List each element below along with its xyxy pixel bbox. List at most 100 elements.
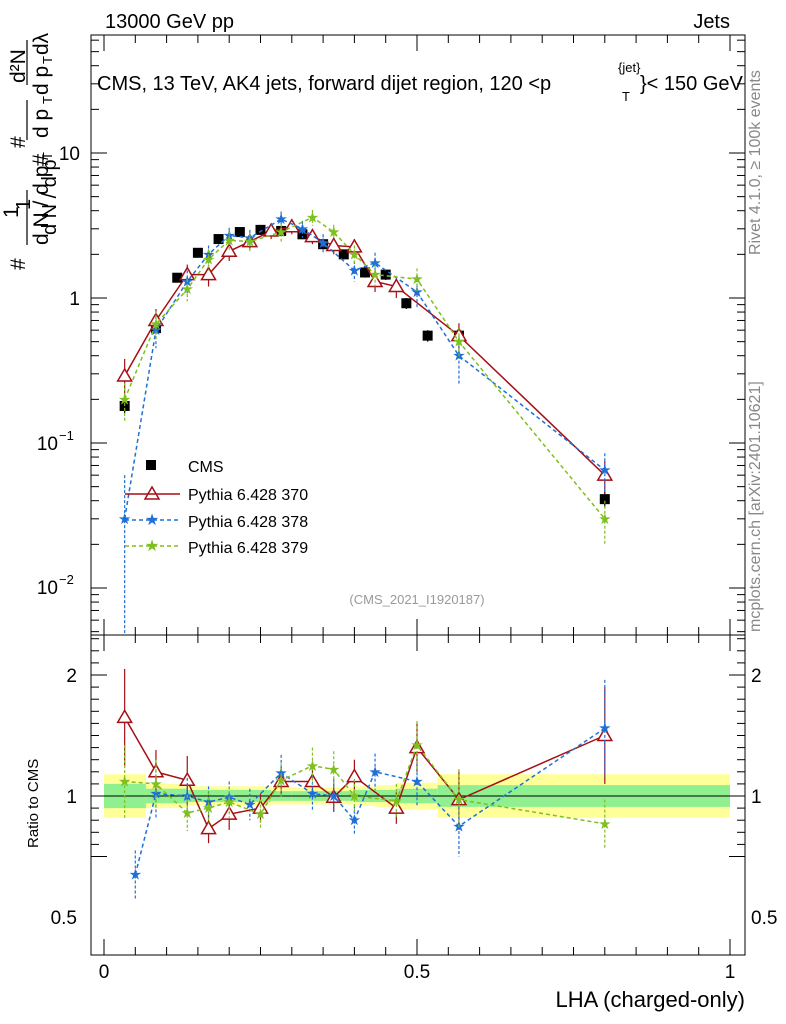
data-point: ★ (598, 511, 611, 528)
ratio-point (200, 820, 217, 835)
data-point (318, 239, 329, 250)
plot-title-sup: {jet} (618, 60, 641, 75)
svg-text:1: 1 (0, 206, 23, 218)
ratio-point: ★ (390, 793, 403, 810)
main-y-tick-exponent: −1 (59, 428, 74, 443)
data-point: ★ (327, 224, 340, 241)
svg-text:#: # (7, 136, 30, 148)
ratio-y-tick-label: 1 (66, 787, 77, 808)
plot-title-tail: }< 150 GeV (640, 73, 744, 95)
ratio-point: ★ (202, 800, 215, 817)
ratio-point: ★ (118, 773, 131, 790)
main-y-tick-label: 10 (37, 578, 58, 599)
ratio-y-tick-label-right: 0.5 (751, 908, 777, 929)
data-point (325, 237, 343, 252)
data-point (422, 330, 433, 341)
ratio-point: ★ (306, 758, 319, 775)
ratio-y-axis-label: Ratio to CMS (25, 759, 42, 848)
data-point: ★ (296, 221, 309, 238)
data-point (599, 494, 610, 505)
ratio-line (124, 716, 606, 830)
ratio-point: ★ (348, 788, 361, 805)
data-point: ★ (410, 284, 423, 301)
data-point: ★ (348, 262, 361, 279)
legend-marker-370 (143, 485, 161, 500)
data-point: ★ (149, 316, 162, 333)
analysis-watermark: (CMS_2021_I1920187) (349, 592, 484, 607)
x-axis-label: LHA (charged-only) (555, 987, 745, 1012)
ratio-point: ★ (598, 720, 611, 737)
main-y-axis-label-full: # 1 d N / d p T # d p T d²N d p T dλ (0, 32, 55, 270)
x-tick-label: 1 (725, 962, 736, 983)
svg-text:#: # (28, 153, 53, 166)
main-y-tick-label: 1 (69, 289, 80, 310)
x-tick-labels: 0 0.5 1 (99, 962, 736, 983)
series-line (123, 216, 606, 520)
data-point (213, 234, 224, 245)
uncertainty-band-group (91, 774, 745, 818)
ratio-point: ★ (181, 805, 194, 822)
svg-text:T: T (40, 56, 55, 64)
svg-text:T: T (40, 152, 55, 160)
legend-label-cms: CMS (188, 459, 224, 476)
ratio-point: ★ (149, 776, 162, 793)
svg-text:#: # (7, 258, 30, 270)
data-point: ★ (181, 281, 194, 298)
ratio-point: ★ (254, 806, 267, 823)
ratio-point (116, 708, 133, 724)
data-point (220, 242, 238, 258)
header-collision-label: 13000 GeV pp (105, 11, 234, 33)
svg-text:dλ: dλ (30, 32, 53, 55)
svg-text:d p: d p (30, 66, 53, 95)
data-point (116, 367, 133, 382)
plot-title-sub: T (622, 89, 630, 104)
legend-label-378: Pythia 6.428 378 (188, 514, 308, 531)
legend-marker-379: ★ (145, 538, 159, 555)
data-point (401, 298, 412, 309)
ratio-y-tick-label: 0.5 (51, 908, 77, 929)
data-point: ★ (410, 271, 423, 288)
ratio-point: ★ (327, 761, 340, 778)
data-point: ★ (202, 251, 215, 268)
data-point (172, 272, 183, 283)
data-point: ★ (274, 211, 287, 228)
data-point: ★ (368, 255, 381, 272)
data-point: ★ (274, 224, 287, 241)
data-point: ★ (452, 348, 465, 365)
plot-title: CMS, 13 TeV, AK4 jets, forward dijet reg… (97, 60, 744, 104)
ratio-point: ★ (327, 788, 340, 805)
data-point (192, 247, 203, 258)
rivet-side-label: Rivet 4.1.0, ≥ 100k events (747, 70, 764, 255)
ratio-point: ★ (149, 786, 162, 803)
data-point: ★ (118, 511, 131, 528)
data-point: ★ (306, 209, 319, 226)
data-point: ★ (243, 234, 256, 251)
ratio-point: ★ (274, 772, 287, 789)
data-point (380, 269, 391, 280)
legend-marker-378: ★ (145, 512, 159, 529)
data-point: ★ (222, 232, 235, 249)
main-y-tick-exponent: −2 (59, 572, 74, 587)
data-point (200, 266, 217, 281)
series-group: ★★★★★ ★★★★★ ★★★★★★★★★ ★★★★★★ ★★★★★ ★ ★ ★ ★★★ ★★★★… (116, 209, 614, 899)
x-tick-label: 0.5 (404, 962, 430, 983)
svg-text:d N / d p: d N / d p (39, 159, 61, 235)
svg-text:d p: d p (30, 109, 53, 138)
plot-title-main: CMS, 13 TeV, AK4 jets, forward dijet reg… (97, 73, 551, 95)
main-y-tick-label: 10 (37, 434, 58, 455)
data-point: ★ (368, 267, 381, 284)
ratio-y-tick-label-right: 1 (751, 787, 762, 808)
legend-marker-cms (146, 460, 156, 470)
data-point (234, 227, 245, 238)
main-y-axis-label: # 1 d N / d p (13, 153, 61, 235)
main-y-tick-labels: 10 1 10 −1 10 −2 (37, 144, 80, 599)
data-point (360, 267, 371, 278)
data-point (262, 222, 280, 237)
legend: CMS Pythia 6.428 370 ★ Pythia 6.428 378 … (125, 459, 308, 557)
axis-tick-group (91, 35, 745, 955)
ratio-point: ★ (348, 812, 361, 829)
ratio-point (388, 799, 405, 814)
main-y-tick-label: 10 (59, 144, 80, 165)
svg-text:T: T (40, 96, 55, 104)
data-point: ★ (316, 235, 329, 252)
